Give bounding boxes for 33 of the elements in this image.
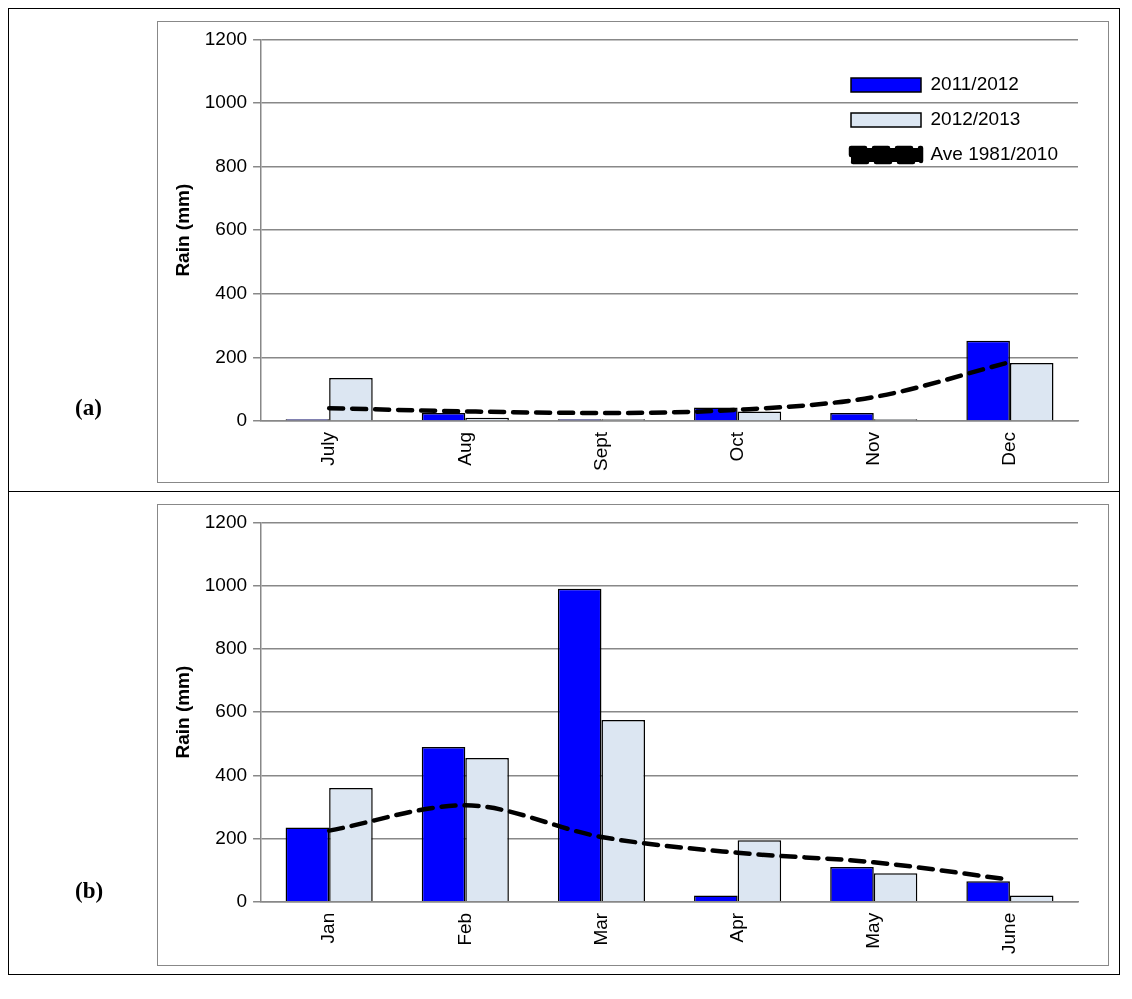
y-tick-label: 600 — [215, 700, 248, 722]
x-tick-label: Mar — [589, 912, 611, 946]
y-axis-title: Rain (mm) — [171, 665, 193, 759]
legend-label: 2011/2012 — [930, 73, 1019, 95]
x-tick-label: Dec — [998, 431, 1020, 466]
y-tick-label: 1000 — [204, 91, 248, 113]
legend-label: 2012/2013 — [930, 108, 1021, 130]
y-tick-label: 800 — [215, 154, 248, 176]
y-tick-label: 200 — [215, 345, 248, 367]
x-tick-label: Jan — [317, 912, 339, 944]
y-tick-label: 1200 — [204, 510, 248, 532]
y-tick-label: 400 — [215, 763, 248, 785]
x-tick-label: May — [862, 912, 883, 949]
x-tick-label: Apr — [725, 912, 747, 943]
text: (a) — [75, 395, 102, 421]
y-tick-label: 600 — [215, 218, 248, 240]
x-tick-label: Feb — [453, 912, 475, 946]
x-tick-label: Nov — [862, 431, 883, 466]
y-tick-label: 1200 — [204, 27, 248, 49]
y-tick-label: 800 — [215, 637, 248, 659]
x-tick-label: Sept — [589, 431, 611, 472]
y-axis-title: Rain (mm) — [171, 183, 193, 277]
y-tick-label: 400 — [215, 281, 248, 303]
x-tick-label: July — [317, 431, 339, 466]
x-tick-label: Oct — [725, 431, 747, 462]
y-tick-label: 0 — [236, 890, 248, 912]
text: (b) — [75, 878, 104, 904]
y-tick-label: 200 — [215, 826, 248, 848]
y-tick-label: 1000 — [204, 573, 248, 595]
y-tick-label: 0 — [236, 409, 248, 431]
x-tick-label: Aug — [453, 431, 475, 466]
x-tick-label: June — [998, 912, 1020, 954]
legend-label: Ave 1981/2010 — [930, 143, 1059, 165]
